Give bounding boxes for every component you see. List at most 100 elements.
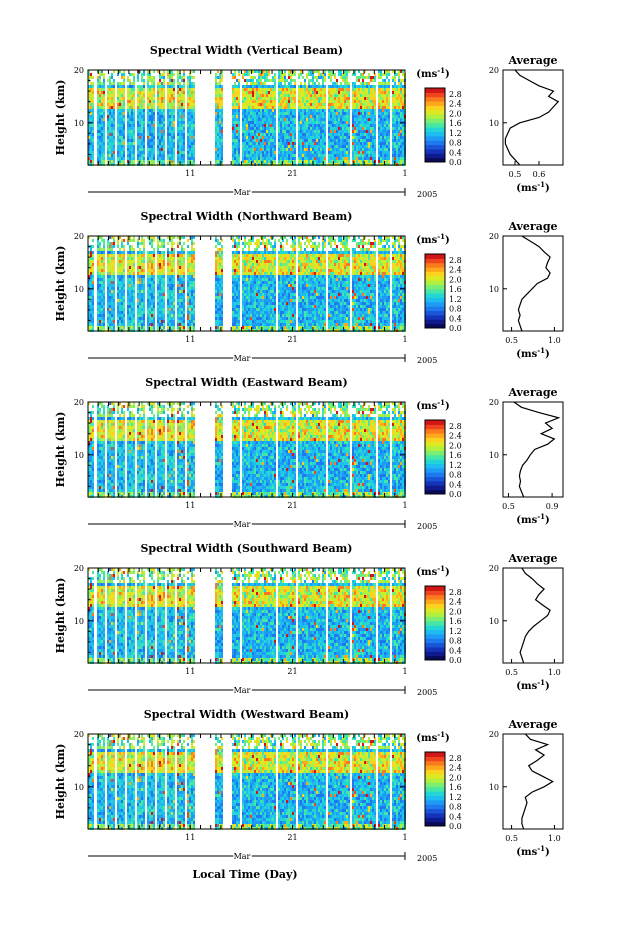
colorbar-tick-label: 2.8 [449, 754, 462, 763]
colorbar-segment [425, 603, 445, 608]
colorbar-tick-label: 1.2 [449, 627, 462, 636]
colorbar-tick-label: 0.4 [449, 148, 462, 157]
colorbar-segment [425, 289, 445, 294]
colorbar-segment [425, 145, 445, 150]
colorbar: 0.00.40.81.21.62.02.42.8(ms-1) [416, 730, 461, 831]
profile-line [520, 568, 550, 663]
colorbar-segment [425, 437, 445, 442]
colorbar-unit-label: (ms-1) [416, 398, 449, 412]
profile-title: Average [507, 552, 557, 565]
month-label: Mar [234, 852, 251, 861]
colorbar: 0.00.40.81.21.62.02.42.8(ms-1) [416, 398, 461, 499]
panel-title: Spectral Width (Vertical Beam) [150, 44, 343, 57]
x-tick-label: 11 [185, 667, 195, 676]
colorbar-segment [425, 485, 445, 490]
y-tick-label: 20 [74, 398, 84, 407]
colorbar-segment [425, 778, 445, 783]
profile-unit-label: (ms-1) [516, 678, 549, 692]
colorbar-segment [425, 293, 445, 298]
colorbar-tick-label: 0.4 [449, 314, 462, 323]
colorbar-segment [425, 140, 445, 145]
colorbar-segment [425, 481, 445, 486]
colorbar-segment [425, 271, 445, 276]
x-tick-label: 1 [402, 833, 407, 842]
profile-x-tick-label: 0.6 [533, 170, 546, 179]
x-tick-label: 21 [287, 667, 297, 676]
profile-y-tick-label: 20 [489, 398, 499, 407]
colorbar-segment [425, 647, 445, 652]
year-label: 2005 [417, 190, 437, 199]
colorbar: 0.00.40.81.21.62.02.42.8(ms-1) [416, 564, 461, 665]
colorbar-tick-label: 0.0 [449, 656, 462, 665]
colorbar-segment [425, 153, 445, 158]
x-tick-label: 21 [287, 169, 297, 178]
panel-5: Spectral Width (Westward Beam)2010Height… [54, 708, 563, 863]
month-label: Mar [234, 686, 251, 695]
profile-title: Average [507, 718, 557, 731]
colorbar-segment [425, 446, 445, 451]
x-tick-label: 21 [287, 501, 297, 510]
colorbar-segment [425, 306, 445, 311]
colorbar-segment [425, 804, 445, 809]
colorbar-segment [425, 110, 445, 115]
colorbar-tick-label: 1.6 [449, 119, 462, 128]
panel-title: Spectral Width (Eastward Beam) [145, 376, 347, 389]
colorbar-segment [425, 118, 445, 123]
colorbar-segment [425, 769, 445, 774]
colorbar-segment [425, 433, 445, 438]
colorbar-tick-label: 2.0 [449, 275, 462, 284]
colorbar-segment [425, 97, 445, 102]
colorbar-segment [425, 442, 445, 447]
year-label: 2005 [417, 854, 437, 863]
figure-x-axis-label: Local Time (Day) [192, 868, 297, 881]
profile-title: Average [507, 54, 557, 67]
x-tick-label: 21 [287, 833, 297, 842]
colorbar-segment [425, 468, 445, 473]
colorbar-segment [425, 459, 445, 464]
colorbar-tick-label: 2.0 [449, 109, 462, 118]
panel-2: Spectral Width (Northward Beam)2010Heigh… [54, 210, 563, 365]
profile-x-tick-label: 0.5 [505, 336, 518, 345]
colorbar-tick-label: 1.2 [449, 129, 462, 138]
colorbar-segment [425, 477, 445, 482]
colorbar-tick-label: 1.6 [449, 285, 462, 294]
y-axis-label: Height (km) [54, 246, 67, 322]
colorbar-tick-label: 2.4 [449, 764, 462, 773]
profile-y-tick-label: 10 [489, 119, 499, 128]
colorbar-segment [425, 132, 445, 137]
colorbar-tick-label: 2.0 [449, 773, 462, 782]
x-tick-label: 1 [402, 335, 407, 344]
profile-x-tick-label: 1.0 [548, 668, 561, 677]
colorbar-segment [425, 651, 445, 656]
month-label: Mar [234, 520, 251, 529]
profile-x-tick-label: 0.5 [505, 668, 518, 677]
profile-frame [503, 236, 563, 331]
colorbar-segment [425, 450, 445, 455]
profile-y-tick-label: 20 [489, 730, 499, 739]
colorbar-segment [425, 621, 445, 626]
colorbar-segment [425, 599, 445, 604]
colorbar-tick-label: 2.4 [449, 100, 462, 109]
colorbar-segment [425, 643, 445, 648]
y-tick-label: 10 [74, 451, 84, 460]
colorbar-segment [425, 420, 445, 425]
profile-title: Average [507, 386, 557, 399]
colorbar-tick-label: 2.8 [449, 588, 462, 597]
colorbar-segment [425, 315, 445, 320]
profile-unit-label: (ms-1) [516, 180, 549, 194]
colorbar-tick-label: 0.0 [449, 324, 462, 333]
heatmap-cells [88, 236, 406, 332]
profile-y-tick-label: 10 [489, 285, 499, 294]
colorbar: 0.00.40.81.21.62.02.42.8(ms-1) [416, 66, 461, 167]
colorbar-tick-label: 0.8 [449, 139, 462, 148]
panel-3: Spectral Width (Eastward Beam)2010Height… [54, 376, 563, 531]
x-tick-label: 1 [402, 169, 407, 178]
colorbar-segment [425, 267, 445, 272]
profile-x-tick-label: 1.0 [548, 336, 561, 345]
profile-y-tick-label: 20 [489, 564, 499, 573]
colorbar-segment [425, 101, 445, 106]
profile-frame [503, 568, 563, 663]
